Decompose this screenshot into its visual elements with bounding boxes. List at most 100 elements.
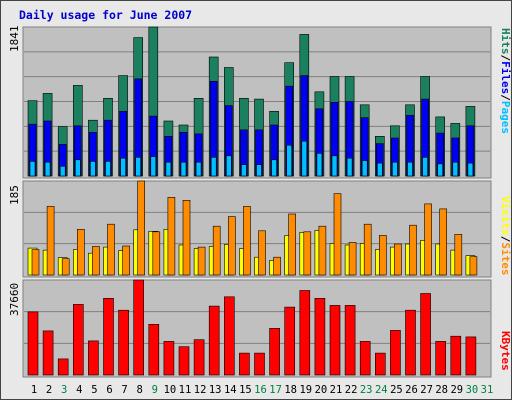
bar-pages-day-12 (195, 161, 202, 177)
bar-sites-day-undefined (258, 230, 266, 276)
legend-kbytes-label: KBytes (499, 331, 512, 371)
x-tick-label: 20 (315, 384, 328, 396)
bar-pages-day-17 (271, 159, 277, 177)
x-tick-label: 4 (76, 384, 82, 396)
bar-pages-day-24 (376, 162, 383, 177)
bar-sites-day-undefined (288, 213, 297, 276)
bar-pages-day-9 (150, 156, 157, 177)
chart-title: Daily usage for June 2007 (19, 8, 192, 22)
x-tick-label: 28 (435, 384, 448, 396)
x-tick-label: 24 (375, 384, 388, 396)
legend-sites: Sites (499, 242, 512, 275)
bar-pages-day-5 (90, 161, 96, 177)
x-tick-label: 8 (137, 384, 143, 396)
bar-kbytes-day-undefined (27, 311, 39, 376)
bars (27, 26, 478, 376)
bar-kbytes-day-undefined (239, 352, 250, 376)
bar-pages-day-28 (437, 163, 444, 177)
bar-pages-day-16 (256, 164, 262, 177)
legend-hits-files-pages: Hits/Files/Pages (499, 28, 512, 134)
bar-sites-day-undefined (363, 223, 372, 276)
x-tick-label: 18 (284, 384, 297, 396)
bar-pages-day-6 (105, 161, 111, 177)
bar-kbytes-day-undefined (284, 306, 296, 376)
bar-sites-day-undefined (378, 235, 387, 276)
bar-kbytes-day-undefined (450, 335, 462, 376)
x-tick-label: 30 (466, 384, 479, 396)
bar-kbytes-day-undefined (103, 297, 114, 376)
bar-pages-day-8 (135, 157, 141, 177)
bar-pages-day-21 (331, 155, 338, 177)
bar-kbytes-day-undefined (163, 341, 175, 376)
bar-sites-day-undefined (137, 180, 145, 276)
bar-sites-day-undefined (228, 216, 236, 276)
x-tick-label: 10 (164, 384, 177, 396)
bar-pages-day-2 (44, 161, 51, 177)
x-tick-label: 17 (269, 384, 282, 396)
x-tick-label: 14 (224, 384, 237, 396)
bar-pages-day-23 (361, 160, 368, 177)
bar-sites-day-undefined (31, 249, 40, 276)
bar-pages-day-1 (29, 161, 36, 177)
bar-pages-day-25 (392, 161, 398, 177)
legend-files: Files (499, 61, 512, 94)
bar-pages-day-18 (286, 144, 293, 177)
x-tick-label: 12 (194, 384, 207, 396)
bar-pages-day-30 (467, 162, 474, 177)
bar-kbytes-day-undefined (208, 305, 220, 376)
bar-pages-day-29 (452, 161, 459, 177)
bar-kbytes-day-undefined (465, 336, 477, 376)
bar-kbytes-day-undefined (133, 279, 144, 376)
legend-kbytes: KBytes (499, 331, 512, 371)
bar-kbytes-day-undefined (405, 309, 416, 376)
bar-sites-day-undefined (122, 245, 130, 276)
bar-kbytes-day-undefined (269, 327, 280, 376)
bar-sites-day-undefined (469, 256, 478, 276)
legend-sites-visits: Visits/Sites (499, 196, 512, 276)
x-tick-label: 25 (390, 384, 403, 396)
bar-pages-day-15 (241, 164, 247, 177)
bar-pages-day-14 (226, 155, 232, 177)
x-tick-label: 31 (481, 384, 494, 396)
x-tick-label: 21 (330, 384, 343, 396)
bar-kbytes-day-undefined (224, 296, 235, 376)
bar-sites-day-undefined (424, 203, 432, 276)
bar-kbytes-day-undefined (359, 341, 371, 376)
bar-pages-day-10 (165, 161, 172, 177)
legend-pages: Pages (499, 101, 512, 134)
bar-kbytes-day-undefined (148, 323, 160, 376)
bar-kbytes-day-undefined (299, 290, 311, 376)
bar-sites-day-undefined (409, 224, 417, 276)
x-tick-label: 2 (46, 384, 52, 396)
bar-kbytes-day-undefined (344, 305, 356, 376)
bar-sites-day-undefined (61, 258, 70, 276)
y-max-label-kbytes: 37660 (8, 283, 21, 316)
bar-sites-day-undefined (77, 229, 85, 276)
x-tick-label: 13 (209, 384, 222, 396)
y-max-label-sites: 185 (8, 185, 21, 205)
x-tick-label: 3 (61, 384, 67, 396)
bar-kbytes-day-undefined (193, 339, 205, 376)
bar-pages-day-26 (407, 161, 413, 177)
bar-kbytes-day-undefined (390, 330, 401, 376)
bar-kbytes-day-undefined (73, 304, 84, 376)
bar-sites-day-undefined (394, 243, 402, 276)
bar-kbytes-day-undefined (178, 346, 190, 376)
svg-text:Hits/Files/Pages: Hits/Files/Pages (499, 28, 512, 134)
bar-sites-day-undefined (182, 200, 191, 276)
x-tick-label: 1 (31, 384, 37, 396)
bar-pages-day-7 (120, 157, 126, 177)
y-max-label-hits: 1841 (8, 26, 21, 53)
x-tick-label: 5 (91, 384, 97, 396)
x-tick-label: 22 (345, 384, 358, 396)
x-tick-label: 16 (254, 384, 267, 396)
bar-pages-day-11 (180, 161, 187, 177)
x-tick-label: 11 (179, 384, 192, 396)
bar-pages-day-27 (422, 157, 428, 177)
bar-sites-day-undefined (273, 256, 281, 276)
bar-kbytes-day-undefined (42, 330, 54, 376)
bar-sites-day-undefined (152, 231, 161, 276)
x-tick-label: 9 (152, 384, 158, 396)
x-axis-labels: 1 2 3 4 5 6 7 8 9 10 11 12 13 14 15 16 17 18 19 20 21 22 23 24 2… (31, 384, 493, 396)
